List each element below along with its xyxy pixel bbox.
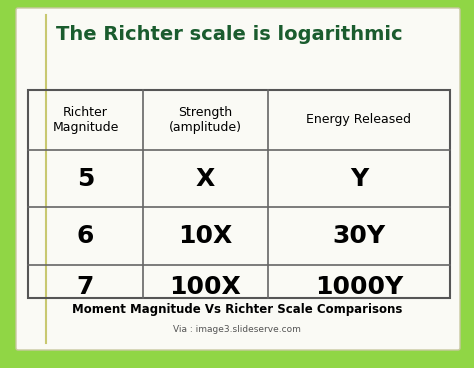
Text: X: X xyxy=(196,166,215,191)
Text: Richter
Magnitude: Richter Magnitude xyxy=(52,106,118,134)
Bar xyxy=(28,90,450,298)
Text: 7: 7 xyxy=(77,276,94,300)
Text: 30Y: 30Y xyxy=(332,224,385,248)
Text: 100X: 100X xyxy=(170,276,241,300)
FancyBboxPatch shape xyxy=(16,8,460,350)
Text: Moment Magnitude Vs Richter Scale Comparisons: Moment Magnitude Vs Richter Scale Compar… xyxy=(72,304,402,316)
Text: Strength
(amplitude): Strength (amplitude) xyxy=(169,106,242,134)
Text: The Richter scale is logarithmic: The Richter scale is logarithmic xyxy=(56,25,402,44)
Text: Energy Released: Energy Released xyxy=(307,113,411,127)
Text: 5: 5 xyxy=(77,166,94,191)
Text: 10X: 10X xyxy=(178,224,233,248)
Text: 1000Y: 1000Y xyxy=(315,276,403,300)
Text: 6: 6 xyxy=(77,224,94,248)
Text: Y: Y xyxy=(350,166,368,191)
Text: Via : image3.slideserve.com: Via : image3.slideserve.com xyxy=(173,326,301,335)
